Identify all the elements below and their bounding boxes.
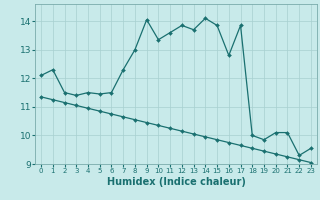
X-axis label: Humidex (Indice chaleur): Humidex (Indice chaleur) — [107, 177, 245, 187]
